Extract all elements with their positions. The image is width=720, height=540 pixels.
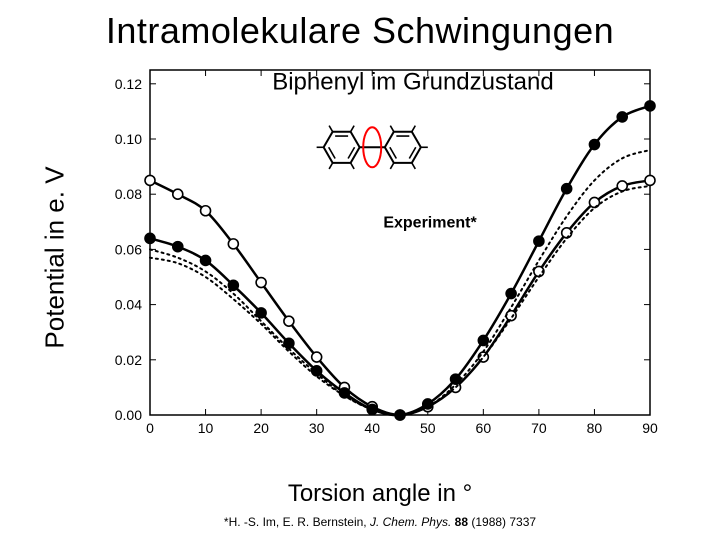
citation: *H. -S. Im, E. R. Bernstein, J. Chem. Ph… — [100, 515, 660, 529]
x-tick-label: 20 — [253, 420, 269, 436]
citation-volume: 88 — [455, 515, 468, 529]
x-tick-label: 70 — [531, 420, 547, 436]
y-tick-label: 0.12 — [115, 76, 142, 92]
x-tick-label: 60 — [476, 420, 492, 436]
y-axis-label: Potential in e. V — [40, 166, 71, 348]
y-tick-label: 0.04 — [115, 297, 142, 313]
chart-area: 0 10 20 30 40 50 60 70 80 90 0.00 0.02 0.04 0.06 0.08 0… — [100, 60, 660, 455]
x-tick-label: 90 — [642, 420, 658, 436]
x-tick-label: 50 — [420, 420, 436, 436]
x-tick-label: 40 — [364, 420, 380, 436]
x-tick-label: 30 — [309, 420, 325, 436]
y-tick-label: 0.02 — [115, 352, 142, 368]
citation-prefix: *H. -S. Im, E. R. Bernstein, — [224, 515, 370, 529]
page-title: Intramolekulare Schwingungen — [0, 10, 720, 52]
y-tick-label: 0.08 — [115, 186, 142, 202]
series-line — [150, 150, 650, 415]
y-tick-label: 0.10 — [115, 131, 142, 147]
y-axis-label-wrap: Potential in e. V — [10, 60, 100, 455]
citation-suffix: (1988) 7337 — [471, 515, 536, 529]
y-tick-label: 0.00 — [115, 407, 142, 423]
experiment-label: Experiment* — [383, 214, 477, 231]
x-tick-label: 10 — [198, 420, 214, 436]
y-tick-label: 0.06 — [115, 241, 142, 257]
x-axis-label: Torsion angle in ° — [100, 480, 660, 508]
biphenyl-icon — [317, 126, 428, 169]
x-tick-label: 80 — [587, 420, 603, 436]
chart-svg: 0 10 20 30 40 50 60 70 80 90 0.00 0.02 0.04 0.06 0.08 0… — [100, 60, 660, 455]
chart-title: Biphenyl im Grundzustand — [272, 68, 553, 95]
x-tick-label: 0 — [146, 420, 154, 436]
citation-journal: J. Chem. Phys. — [370, 515, 451, 529]
